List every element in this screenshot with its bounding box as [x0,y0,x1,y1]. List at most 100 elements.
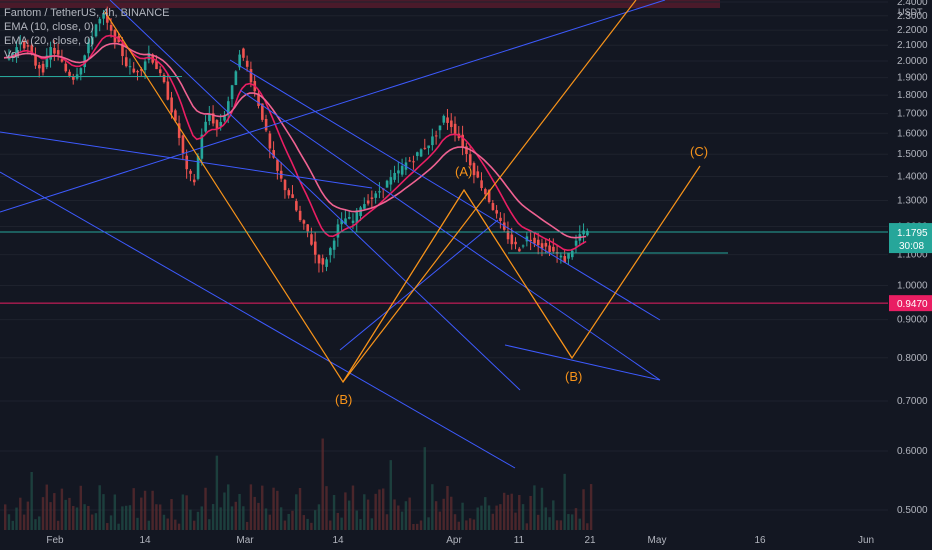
candle-body [261,103,264,120]
volume-bar [185,495,188,530]
currency-label: USDT [898,7,923,17]
candle-body [230,85,234,100]
wave-label[interactable]: (B) [565,369,582,384]
legend-ema20[interactable]: EMA (20, close, 0) [4,35,94,47]
volume-bar [113,494,117,530]
volume-bar [136,517,139,530]
volume-bar [400,511,404,530]
candle-body [49,47,52,60]
ema10-line[interactable] [3,34,587,252]
time-tick: 16 [754,535,766,546]
volume-bar [582,489,585,530]
candle-body [132,68,136,73]
price-tick: 1.0000 [897,281,928,292]
candle-body [72,76,75,80]
candle-body [427,145,430,149]
candle-body [128,66,132,68]
volume-bar [158,504,162,530]
volume-bar [128,505,132,530]
candle-body [22,40,26,49]
candle-body [109,25,113,31]
candle-body [272,150,275,158]
volume-bar [468,518,472,530]
volume-bar [351,485,355,530]
volume-bar [230,506,234,530]
candle-body [487,190,491,202]
price-tick: 0.9000 [897,315,928,326]
candle-body [227,101,230,114]
wave-label[interactable]: (A) [455,164,472,179]
legend-symbol[interactable]: Fantom / TetherUS, 4h, BINANCE [4,7,170,19]
trend-line[interactable] [0,131,373,189]
wave-label[interactable]: (B) [335,392,352,407]
volume-bar [446,486,449,530]
candle-body [442,115,446,123]
candle-body [423,147,427,149]
candle-body [136,71,139,73]
candle-body [514,241,517,245]
candle-body [521,245,525,247]
volume-bar [544,507,547,530]
price-tick: 1.5000 [897,149,928,160]
candle-body [518,248,521,252]
price-axis[interactable] [888,0,932,550]
candle-body [19,43,22,45]
trend-line[interactable] [339,219,499,351]
volume-bar [215,455,219,530]
price-tick: 0.7000 [897,396,928,407]
legend-ema10[interactable]: EMA (10, close, 0) [4,21,94,33]
volume-bar [291,510,294,530]
volume-bar [45,484,48,530]
time-tick: May [648,535,667,546]
volume-bar [53,493,56,530]
volume-bar [38,516,41,530]
candle-body [567,253,570,259]
candle-body [143,61,147,71]
trend-line[interactable] [0,0,666,213]
candle-body [11,53,15,58]
candle-body [102,13,105,19]
volume-bar [257,502,260,530]
wave-label[interactable]: (C) [690,144,708,159]
wave-channel[interactable] [342,0,637,383]
volume-bar [26,501,30,530]
wave-parallel [342,188,573,383]
time-tick: Jun [858,535,874,546]
marked-price-tag[interactable] [889,295,932,312]
last-price-tag[interactable] [889,223,932,254]
candle-body [257,93,260,106]
candle-body [34,55,37,66]
wave-path[interactable] [104,11,701,384]
volume-bar [60,488,64,530]
volume-bar [359,519,362,530]
candle-body [586,230,589,236]
trend-line[interactable] [504,344,661,381]
volume-bar [151,490,154,530]
candle-body [140,68,143,71]
ema20-line[interactable] [3,42,587,239]
volume-bar [211,504,215,530]
time-tick: Apr [446,535,462,546]
volume-bar [283,520,287,530]
trend-line[interactable] [0,171,516,469]
volume-bar [491,513,495,530]
legend-vol[interactable]: Vol [4,49,20,61]
candle-body [94,24,98,37]
candle-body [393,172,396,180]
volume-bar [472,519,476,530]
price-tick: 1.7000 [897,109,928,120]
candle-body [355,210,359,224]
trend-line[interactable] [109,0,521,391]
candle-body [412,161,415,163]
candle-body [408,160,412,162]
volume-bar [332,495,336,530]
volume-bar [56,520,60,530]
candle-body [170,97,173,113]
candle-body [219,122,223,127]
volume-bar [132,488,135,530]
volume-bar [536,514,540,530]
candle-body [491,203,495,211]
volume-bar [121,506,124,530]
trend-line[interactable] [229,59,661,321]
